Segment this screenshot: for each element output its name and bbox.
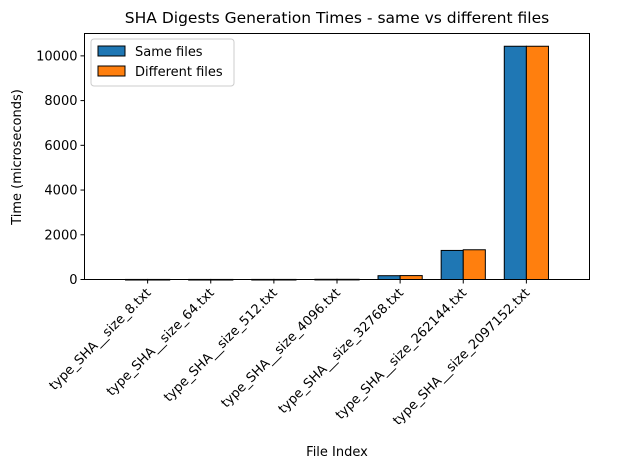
x-axis: type_SHA__size_8.txttype_SHA__size_64.tx… bbox=[47, 279, 533, 429]
bar-same-5 bbox=[440, 249, 464, 280]
y-tick-label-4: 8000 bbox=[44, 94, 77, 109]
legend-swatch-1 bbox=[97, 65, 126, 77]
bars-layer bbox=[125, 45, 549, 281]
bar-different-5 bbox=[462, 249, 486, 280]
legend-box bbox=[90, 38, 235, 87]
legend-label-0: Same files bbox=[135, 45, 203, 60]
y-tick-label-1: 2000 bbox=[44, 228, 77, 243]
x-tick-label-0: type_SHA__size_8.txt bbox=[47, 286, 155, 394]
bar-different-4 bbox=[399, 275, 423, 280]
bar-different-6 bbox=[525, 45, 549, 280]
y-tick-label-5: 10000 bbox=[36, 49, 77, 64]
x-tick-label-6: type_SHA__size_2097152.txt bbox=[390, 286, 533, 429]
legend-label-1: Different files bbox=[135, 65, 223, 80]
x-tick-label-1: type_SHA__size_64.txt bbox=[104, 286, 218, 400]
bar-same-6 bbox=[503, 45, 527, 280]
y-axis: 0 2000 4000 6000 8000 10000 bbox=[36, 49, 85, 288]
plot-frame bbox=[84, 33, 590, 280]
x-tick-label-4: type_SHA__size_32768.txt bbox=[276, 286, 407, 417]
legend: Same files Different files bbox=[90, 38, 235, 87]
chart-title: SHA Digests Generation Times - same vs d… bbox=[125, 9, 549, 27]
y-tick-label-0: 0 bbox=[69, 273, 77, 288]
x-tick-label-3: type_SHA__size_4096.txt bbox=[218, 286, 343, 411]
y-tick-label-3: 6000 bbox=[44, 139, 77, 154]
x-tick-label-5: type_SHA__size_262144.txt bbox=[333, 286, 470, 423]
y-tick-label-2: 4000 bbox=[44, 184, 77, 199]
bar-same-4 bbox=[377, 275, 401, 281]
legend-swatch-0 bbox=[97, 45, 126, 57]
x-tick-label-2: type_SHA__size_512.txt bbox=[161, 286, 281, 406]
y-axis-label: Time (microseconds) bbox=[10, 89, 25, 226]
x-axis-label: File Index bbox=[306, 445, 368, 460]
